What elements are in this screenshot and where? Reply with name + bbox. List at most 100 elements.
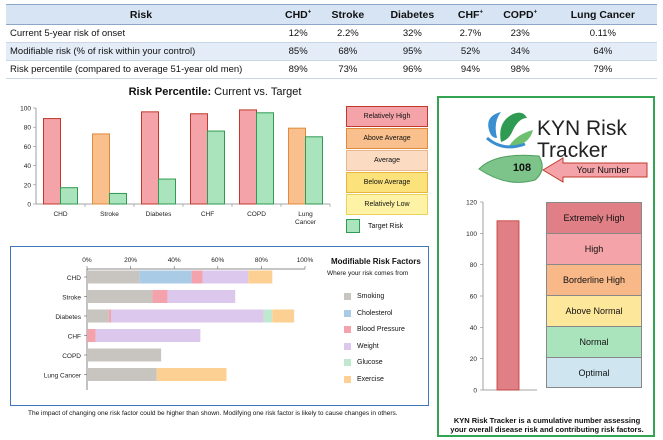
legend-label: Glucose [357, 359, 383, 366]
segment-diabetes-glucose [263, 309, 273, 323]
bar-current-stroke [92, 133, 110, 205]
y-tick-label: 100 [20, 106, 31, 113]
legend-exercise: Exercise [344, 375, 384, 383]
bar-target-chd [60, 187, 78, 205]
table-cell: 73% [320, 60, 376, 79]
x-tick-label: 40% [168, 257, 181, 264]
kyn-logo-title: KYN Risk Tracker [537, 117, 627, 162]
bar-target-diabetes [158, 178, 176, 205]
y-tick-label: COPD [62, 353, 81, 360]
x-tick-label: 20% [124, 257, 137, 264]
segment-diabetes-smoking [87, 309, 109, 323]
target-risk-label: Target Risk [368, 222, 404, 230]
segment-stroke-weight [167, 290, 236, 303]
col-chf: CHF+ [449, 4, 492, 25]
x-tick-label: 80% [255, 257, 268, 264]
arrow-left-icon [542, 157, 648, 183]
modifiable-legend-title: Modifiable Risk Factors [331, 257, 421, 266]
col-chd: CHD+ [276, 4, 321, 25]
col-lung-cancer: Lung Cancer [548, 4, 657, 25]
x-tick-label: COPD [247, 211, 266, 218]
legend-above-average: Above Average [346, 128, 428, 149]
x-tick-label: Stroke [100, 211, 119, 218]
segment-diabetes-weight [110, 309, 264, 323]
percentile-chart: 0 20 40 60 80 100 CHD Stroke Diabetes CHF COPD Lung… [20, 106, 331, 226]
segment-chd-smoking [87, 270, 140, 284]
segment-chd-blood-pressure [191, 270, 203, 284]
y-tick-label: Stroke [62, 295, 81, 302]
table-cell: 12% [276, 24, 321, 43]
legend-label: Exercise [357, 375, 384, 383]
percentile-chart-title: Risk Percentile: Current vs. Target [128, 86, 302, 98]
table-row: Risk percentile (compared to average 51-… [6, 60, 657, 79]
table-cell: 98% [491, 60, 549, 79]
legend-target-risk: Target Risk [346, 219, 430, 233]
kyn-number: 108 [512, 162, 532, 174]
y-tick-label: 60 [470, 294, 478, 301]
legend-label: Cholesterol [357, 309, 393, 317]
modifiable-legend-subtitle: Where your risk comes from [327, 270, 409, 277]
segment-chf-blood-pressure [87, 329, 96, 342]
table-cell: 2.2% [320, 24, 376, 43]
y-tick-label: CHF [68, 334, 81, 341]
bar-current-chf [190, 113, 208, 205]
x-tick-label: Diabetes [146, 211, 172, 218]
y-tick-label: 100 [466, 231, 477, 238]
bar-current-diabetes [141, 111, 159, 205]
row-label: Modifiable risk (% of risk within your c… [6, 42, 276, 61]
col-copd: COPD+ [491, 4, 549, 25]
legend-swatch [344, 326, 351, 333]
y-tick-label: 60 [24, 144, 32, 151]
row-label: Current 5-year risk of onset [6, 24, 276, 43]
y-tick-label: 0 [473, 388, 477, 395]
table-cell: 94% [449, 60, 492, 79]
segment-lung-cancer-smoking [87, 368, 157, 381]
legend-label: Weight [357, 342, 379, 350]
x-tick-label: 60% [211, 257, 224, 264]
kyn-level-borderline-high: Borderline High [546, 264, 642, 295]
segment-diabetes-blood-pressure [108, 309, 111, 323]
segment-stroke-blood-pressure [152, 290, 168, 303]
legend-relatively-low: Relatively Low [346, 194, 428, 215]
legend-label: Blood Pressure [357, 326, 405, 333]
y-tick-label: 0 [27, 202, 31, 209]
y-tick-label: 40 [470, 325, 478, 332]
y-tick-label: CHD [67, 275, 81, 282]
footnote: The impact of changing one risk factor c… [28, 410, 398, 417]
y-tick-label: 40 [24, 163, 32, 170]
kyn-level-normal: Normal [546, 326, 642, 357]
segment-copd-smoking [87, 348, 162, 362]
bar-current-chd [43, 118, 61, 205]
kyn-tracker-chart: 0 20 40 60 80 100 120 [466, 200, 537, 395]
bar-target-chf [207, 130, 225, 205]
kyn-level-above-normal: Above Normal [546, 295, 642, 326]
segment-diabetes-exercise [272, 309, 295, 323]
bar-current-lung-cancer [288, 127, 306, 205]
kyn-caption: KYN Risk Tracker is a cumulative number … [450, 416, 644, 434]
modifiable-risk-chart: 0% 20% 40% 60% 80% 100% CHD Stroke Diabetes CHF CO… [44, 257, 314, 390]
your-number-label: Your Number [576, 165, 630, 175]
risk-table: Risk CHD+ Stroke Diabetes CHF+ COPD+ Lun… [6, 4, 657, 79]
percentile-legend: Relatively High Above Average Average Be… [346, 106, 430, 233]
legend-cholesterol: Cholesterol [344, 309, 393, 317]
legend-swatch [344, 375, 351, 383]
table-cell: 89% [276, 60, 321, 79]
y-tick-label: Lung Cancer [44, 373, 82, 380]
legend-swatch [344, 309, 351, 317]
table-cell: 95% [375, 42, 450, 61]
x-tick-label: 0% [82, 257, 92, 264]
table-row-header: Risk [6, 4, 276, 25]
legend-swatch [344, 359, 351, 366]
col-stroke: Stroke [320, 4, 376, 25]
segment-chd-cholesterol [139, 270, 192, 284]
y-tick-label: 80 [24, 125, 32, 132]
legend-weight: Weight [344, 342, 379, 350]
bar-target-stroke [109, 192, 127, 205]
modifiable-risk-panel: 0% 20% 40% 60% 80% 100% CHD Stroke Diabetes CHF CO… [10, 246, 429, 406]
table-row: Modifiable risk (% of risk within your c… [6, 42, 657, 61]
y-tick-label: 20 [24, 182, 32, 189]
kyn-level-extremely-high: Extremely High [546, 202, 642, 233]
col-diabetes: Diabetes [375, 4, 450, 25]
bar-target-lung-cancer [305, 136, 323, 205]
bar-target-copd [256, 112, 274, 205]
